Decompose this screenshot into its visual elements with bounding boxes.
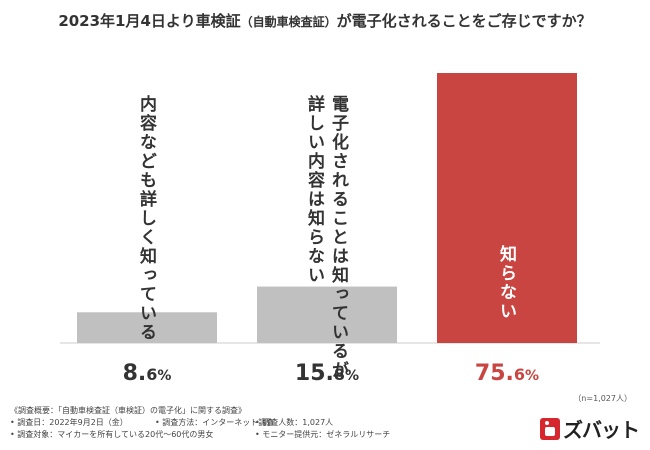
bar-2	[257, 286, 397, 343]
survey-date: • 調査日：2022年9月2日（金）	[10, 418, 128, 427]
sample-size-note: （n=1,027人）	[573, 394, 632, 403]
survey-method: • 調査方法：インターネット調査	[155, 418, 275, 427]
category-label-2-line-1: 電子化されることは知っているが	[328, 95, 348, 380]
survey-summary: 《調査概要：「自動車検査証（車検証）の電子化」に関する調査》 • 調査日：202…	[10, 405, 390, 441]
category-label-2-line-2: 詳しい内容は知らない	[304, 95, 324, 285]
title-main: 2023年1月4日より車検証	[58, 12, 241, 30]
value-label-1: 8.6%	[123, 361, 172, 386]
title-paren: （自動車検査証）	[240, 15, 337, 29]
zubat-logo: ズバット	[540, 414, 640, 443]
bar-3	[437, 73, 577, 343]
value-label-3: 75.6%	[475, 361, 539, 386]
category-label-3: 知らない	[496, 245, 516, 321]
chart-title: 2023年1月4日より車検証（自動車検査証）が電子化されることをご存じですか？	[0, 10, 650, 31]
category-label-1: 内容なども詳しく知っている	[136, 95, 156, 342]
logo-mark-icon	[540, 417, 560, 440]
bar-1	[77, 312, 217, 343]
survey-provider: • モニター提供元：ゼネラルリサーチ	[255, 430, 391, 439]
logo-text: ズバット	[563, 418, 640, 442]
survey-respondents: • 調査人数：1,027人	[255, 418, 334, 427]
value-label-2: 15.8%	[295, 361, 359, 386]
survey-target: • 調査対象：マイカーを所有している20代〜60代の男女	[10, 430, 214, 439]
survey-heading: 《調査概要：「自動車検査証（車検証）の電子化」に関する調査》	[10, 406, 246, 415]
title-tail: が電子化されることをご存じですか？	[336, 12, 592, 30]
